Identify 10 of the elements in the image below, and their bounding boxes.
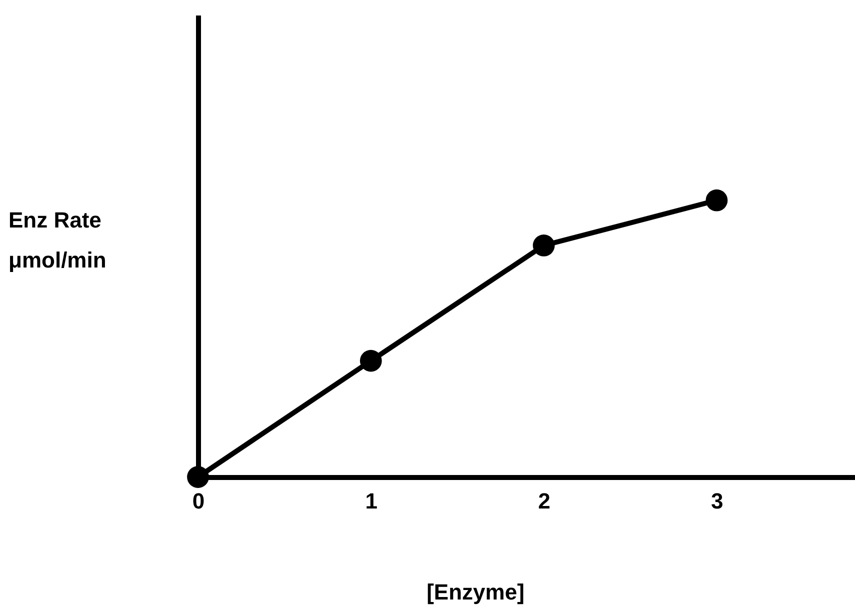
x-tick-label: 2: [538, 488, 550, 514]
x-tick-label: 1: [365, 488, 378, 514]
x-tick-label: 0: [192, 488, 205, 514]
x-axis-title: [Enzyme]: [426, 580, 524, 604]
y-axis-title: Enz Rate μmol/min: [8, 208, 106, 272]
x-tick-label: 3: [711, 488, 724, 514]
point: [187, 466, 209, 488]
point: [706, 189, 728, 212]
point: [532, 234, 555, 256]
point: [360, 350, 382, 372]
